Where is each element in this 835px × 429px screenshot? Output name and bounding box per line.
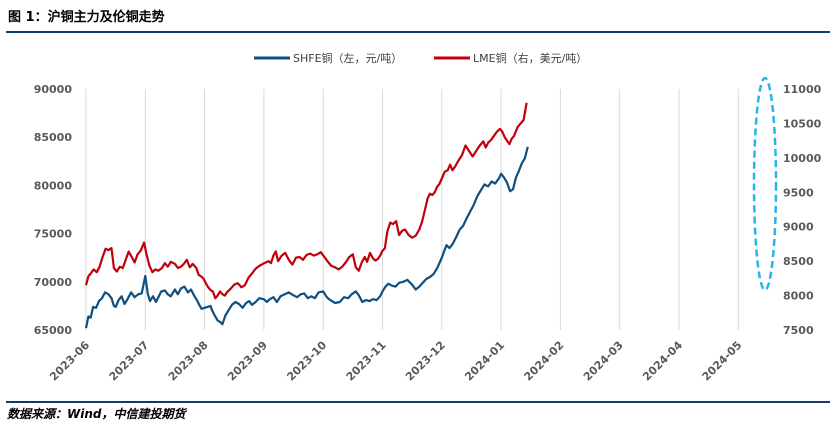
x-tick-label: 2023-08 bbox=[166, 339, 211, 384]
source-rule bbox=[6, 401, 830, 403]
y-right-tick-label: 8500 bbox=[783, 255, 814, 268]
x-tick-label: 2024-01 bbox=[462, 339, 507, 384]
y-left-tick-label: 75000 bbox=[34, 228, 73, 241]
x-tick-label: 2023-12 bbox=[403, 339, 448, 384]
x-tick-label: 2023-10 bbox=[284, 338, 329, 383]
y-left-tick-label: 65000 bbox=[34, 324, 73, 337]
x-tick-label: 2023-11 bbox=[344, 339, 389, 384]
series-line-lme bbox=[84, 102, 528, 300]
x-tick-label: 2023-09 bbox=[225, 339, 270, 384]
y-left-tick-label: 85000 bbox=[34, 131, 73, 144]
highlight-ellipse bbox=[752, 76, 778, 292]
y-left-tick-label: 90000 bbox=[34, 83, 73, 96]
y-right-tick-label: 10500 bbox=[783, 117, 822, 130]
x-tick-label: 2024-04 bbox=[640, 338, 685, 383]
y-right-tick-label: 11000 bbox=[783, 83, 822, 96]
y-right-tick-label: 8000 bbox=[783, 290, 814, 303]
y-right-tick-label: 10000 bbox=[783, 152, 822, 165]
series-line-shfe bbox=[84, 146, 529, 329]
y-right-tick-label: 9500 bbox=[783, 186, 814, 199]
source-note: 数据来源：Wind，中信建投期货 bbox=[7, 407, 186, 421]
title-rule bbox=[6, 31, 830, 33]
figure-title: 图 1：沪铜主力及伦铜走势 bbox=[8, 10, 165, 25]
y-right-tick-label: 9000 bbox=[783, 221, 814, 234]
x-tick-label: 2024-02 bbox=[522, 339, 567, 384]
x-tick-label: 2023-06 bbox=[47, 338, 92, 383]
x-tick-label: 2024-05 bbox=[700, 339, 745, 384]
y-left-tick-label: 80000 bbox=[34, 179, 73, 192]
legend-label-lme: LME铜（右，美元/吨） bbox=[473, 51, 587, 65]
x-tick-label: 2023-07 bbox=[107, 339, 152, 384]
y-right-tick-label: 7500 bbox=[783, 324, 814, 337]
y-left-tick-label: 70000 bbox=[34, 276, 73, 289]
legend-label-shfe: SHFE铜（左，元/吨） bbox=[293, 51, 402, 65]
x-tick-label: 2024-03 bbox=[581, 339, 626, 384]
